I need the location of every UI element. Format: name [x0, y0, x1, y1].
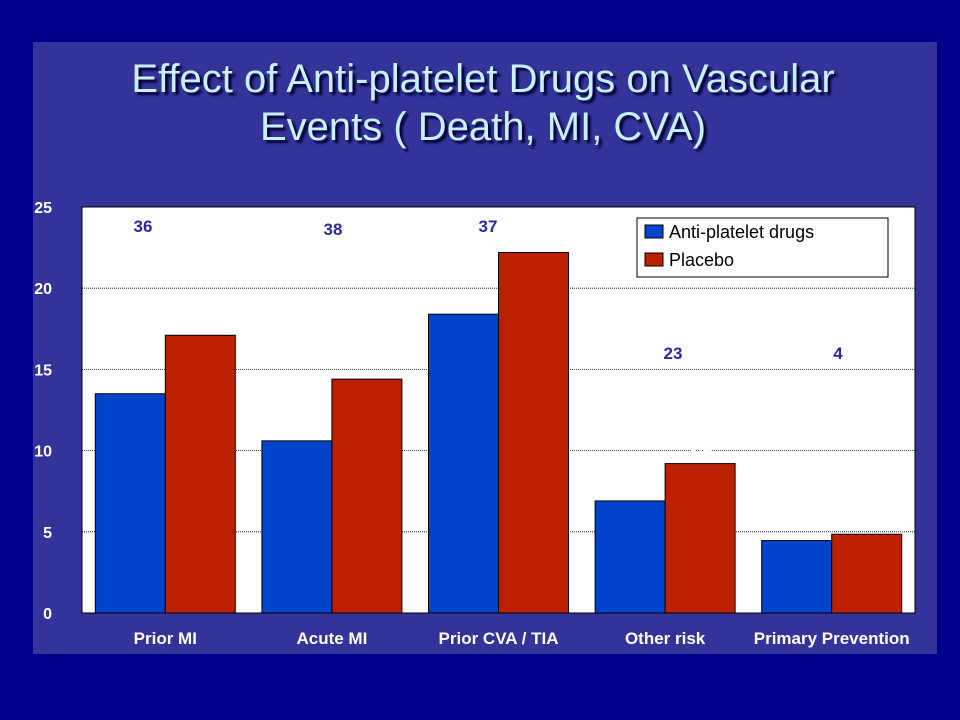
y-tick-label: 10 — [34, 444, 52, 461]
y-tick-label: 15 — [34, 362, 52, 379]
x-tick-label: Prior MI — [134, 629, 197, 648]
legend-box — [636, 217, 889, 278]
title-line-2: Events ( Death, MI, CVA) — [259, 105, 707, 149]
data-label: 14.4 — [351, 354, 382, 371]
annotation-label: 37 — [479, 217, 498, 236]
legend-swatch — [644, 224, 664, 239]
x-tick-label: Primary Prevention — [754, 629, 910, 648]
x-tick-label: Prior CVA / TIA — [439, 629, 559, 648]
bar — [94, 393, 166, 614]
data-label: 18.4 — [448, 289, 479, 306]
bar — [594, 500, 666, 614]
annotation-label: 36 — [134, 217, 153, 236]
annotation-label: 38 — [324, 220, 343, 239]
bar — [498, 251, 569, 614]
bar — [261, 440, 333, 614]
legend-label: Anti-platelet drugs — [669, 222, 814, 242]
data-label: 6.9 — [619, 476, 641, 493]
annotation-label: 23 — [664, 344, 683, 363]
data-label: 22.2 — [518, 227, 549, 244]
data-label: 10.6 — [281, 416, 312, 433]
bar — [164, 334, 236, 614]
slide-title: Effect of Anti-platelet Drugs on Vascula… — [33, 55, 933, 151]
data-label: 4.85 — [851, 509, 882, 526]
y-tick-label: 5 — [43, 525, 52, 542]
data-label: 4.46 — [781, 516, 812, 533]
title-line-1: Effect of Anti-platelet Drugs on Vascula… — [131, 57, 835, 101]
x-tick-label: Acute MI — [296, 629, 367, 648]
bar — [331, 378, 403, 614]
bar — [831, 533, 903, 614]
x-tick-label: Other risk — [625, 629, 706, 648]
data-label: 17.1 — [185, 310, 216, 327]
legend-swatch — [644, 252, 664, 267]
data-label: 13.5 — [115, 369, 146, 386]
bar — [428, 313, 499, 614]
y-tick-label: 0 — [43, 606, 52, 623]
y-tick-label: 25 — [34, 200, 52, 217]
data-label: 9.2 — [689, 439, 711, 456]
annotation-label: 4 — [833, 344, 843, 363]
bar — [761, 540, 833, 614]
y-tick-label: 20 — [34, 281, 52, 298]
legend-label: Placebo — [669, 250, 734, 270]
bar — [664, 463, 736, 614]
